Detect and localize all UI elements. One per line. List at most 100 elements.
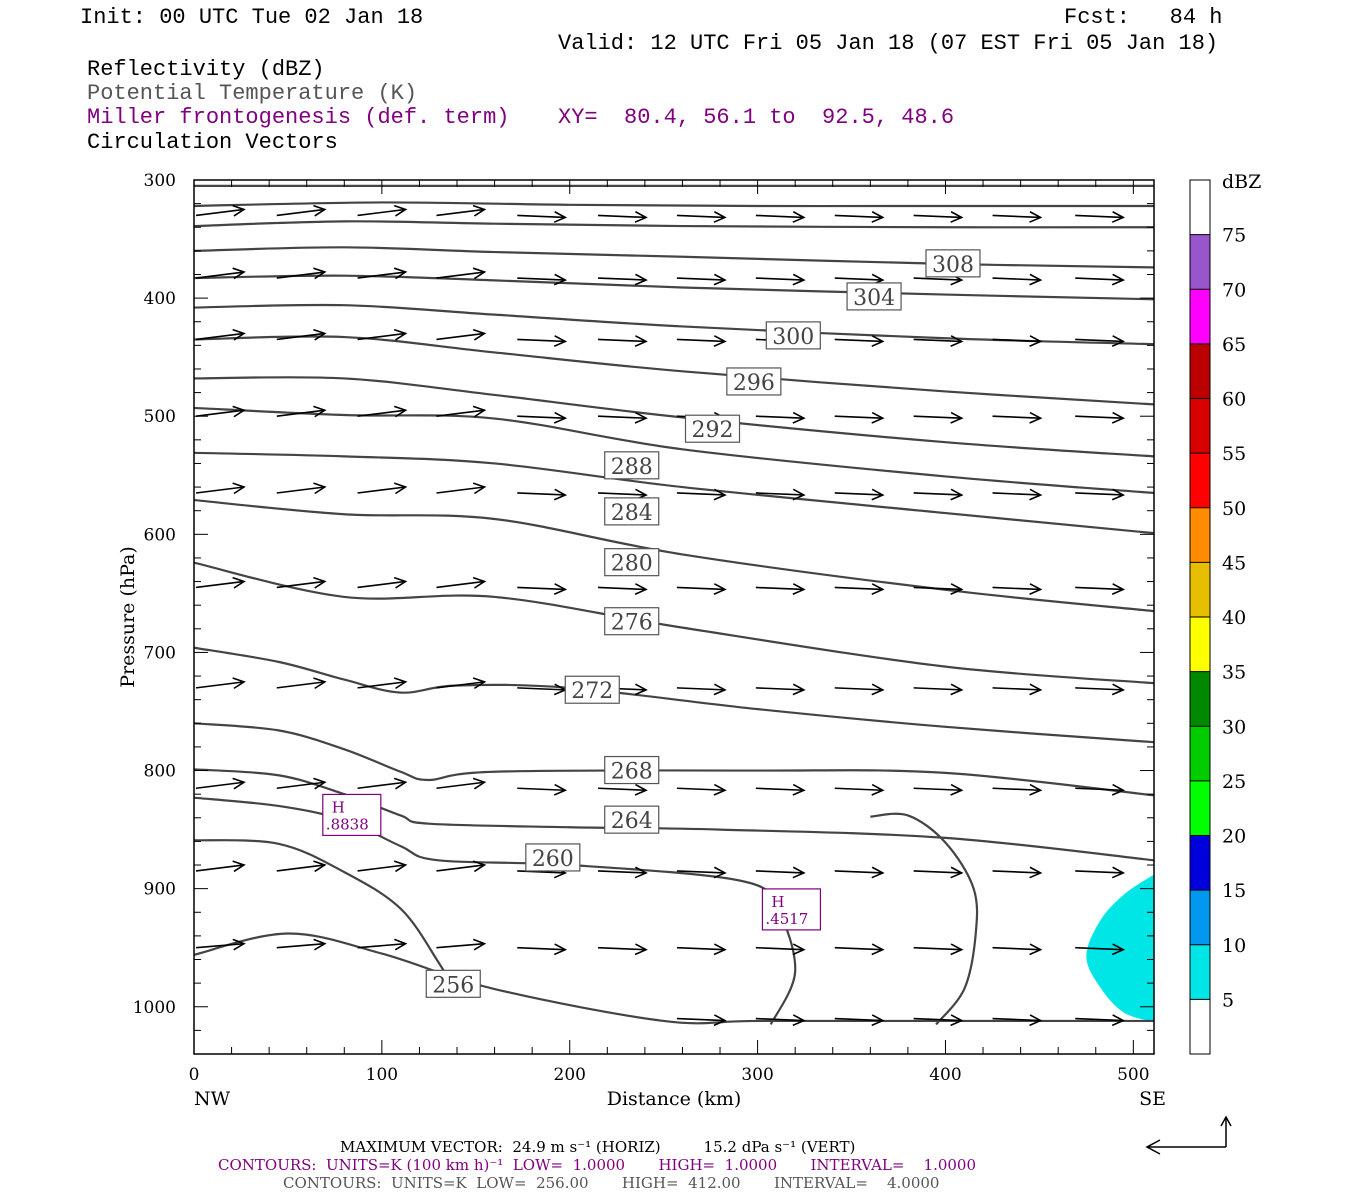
vector-head: [950, 583, 964, 595]
vector-shaft: [195, 781, 245, 790]
vector-head: [313, 328, 327, 341]
vector-shaft: [436, 208, 485, 217]
theta-label-304: 304: [846, 282, 902, 311]
circulation-vector: [913, 683, 964, 696]
vector-head: [792, 783, 806, 796]
theta-label-296: 296: [726, 367, 782, 396]
y-tick-label: 900: [144, 880, 176, 900]
vector-shaft: [436, 942, 485, 949]
vector-shaft: [755, 787, 804, 792]
vector-head: [713, 683, 727, 696]
circulation-vector: [1075, 1014, 1126, 1027]
vector-head: [1029, 1014, 1043, 1027]
y-tick-label: 1000: [133, 998, 176, 1018]
vector-shaft: [992, 787, 1041, 792]
vector-shaft: [1075, 870, 1124, 874]
theta-contour-8: [194, 406, 1154, 495]
vector-shaft: [913, 870, 962, 874]
circulation-vector: [913, 943, 964, 956]
circulation-vector: [276, 938, 327, 951]
theta-contour-3: [194, 246, 1154, 269]
colorbar-segment: [1190, 617, 1210, 672]
vector-head: [1029, 273, 1043, 286]
vector-head: [634, 943, 648, 956]
theta-label-box: [604, 607, 660, 636]
vector-shaft: [598, 415, 647, 420]
circulation-vector: [676, 866, 727, 879]
circulation-vector: [195, 482, 246, 495]
vector-head: [1111, 783, 1126, 796]
vector-shaft: [676, 277, 725, 281]
circulation-vector: [436, 328, 487, 341]
theta-label-text: 292: [692, 418, 734, 443]
circulation-vector: [676, 335, 727, 347]
vector-shaft: [517, 586, 566, 591]
circulation-vector: [676, 583, 727, 595]
colorbar-segment: [1190, 671, 1210, 727]
vector-shaft: [436, 681, 485, 689]
x-tick-label: 200: [554, 1065, 586, 1085]
vector-head: [232, 405, 246, 418]
colorbar-segment: [1190, 562, 1210, 617]
vector-head: [634, 783, 648, 796]
vector-head: [1111, 273, 1126, 286]
circulation-vector: [992, 583, 1043, 595]
circulation-vector: [598, 273, 648, 286]
vector-head: [1029, 683, 1043, 696]
vector-shaft: [436, 271, 485, 279]
vector-shaft: [992, 870, 1041, 874]
vector-head: [950, 683, 964, 696]
circulation-vector: [676, 211, 727, 223]
vector-head: [713, 488, 727, 501]
theta-label-text: 260: [532, 847, 574, 872]
vector-head: [792, 411, 806, 424]
circulation-vector: [517, 335, 568, 347]
circulation-vector: [517, 583, 568, 595]
circulation-vector: [913, 211, 964, 223]
vector-head: [713, 943, 727, 956]
vector-head: [393, 482, 408, 495]
circulation-vector: [992, 488, 1043, 501]
circulation-vector: [755, 411, 806, 424]
theta-label-box: [604, 548, 660, 577]
circulation-vector: [598, 783, 648, 796]
theta-label-text: 256: [432, 973, 474, 998]
theta-contour-10: [194, 498, 1154, 613]
colorbar-label: 25: [1222, 771, 1246, 793]
vector-head: [313, 938, 327, 951]
vector-shaft: [1075, 787, 1124, 792]
vector-head: [1029, 583, 1043, 595]
theta-contour-note: CONTOURS: UNITS=K LOW= 256.00 HIGH= 412.…: [283, 1174, 940, 1192]
vector-head: [1111, 583, 1126, 595]
vector-head: [472, 405, 487, 418]
circulation-vector: [276, 405, 327, 418]
circulation-vector: [992, 683, 1043, 696]
vector-shaft: [357, 208, 406, 217]
theta-label-308: 308: [925, 249, 981, 278]
vector-head: [713, 583, 727, 595]
colorbar-label: 50: [1222, 498, 1246, 520]
theta-contour-12: [194, 646, 1154, 744]
theta-label-box: [525, 843, 581, 872]
vector-shaft: [755, 586, 804, 591]
vector-head: [871, 683, 885, 696]
vector-head: [232, 938, 246, 951]
vector-shaft: [1075, 946, 1124, 951]
vector-shaft: [834, 687, 883, 691]
theta-label-260: 260: [525, 843, 581, 872]
colorbar-segment: [1190, 234, 1210, 290]
vector-shaft: [598, 946, 647, 951]
theta-contour-15: [194, 796, 797, 1025]
vector-head: [634, 583, 648, 595]
circulation-vector: [676, 943, 727, 956]
vector-shaft: [276, 580, 325, 589]
theta-label-box: [765, 321, 821, 350]
vector-shaft: [913, 492, 962, 496]
circulation-vector: [992, 335, 1043, 347]
vector-shaft: [195, 864, 245, 872]
vector-head: [871, 211, 885, 223]
vector-head: [472, 204, 487, 217]
vector-shaft: [517, 687, 566, 691]
vector-shaft: [834, 338, 883, 343]
vector-shaft: [913, 586, 962, 591]
